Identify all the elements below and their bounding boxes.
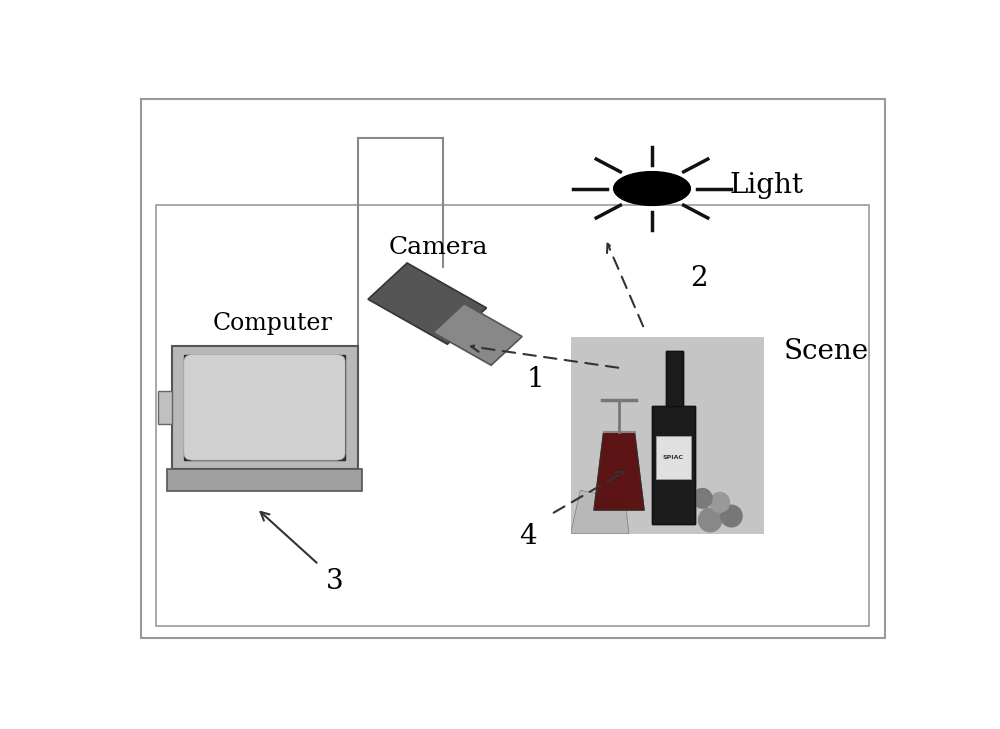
Polygon shape: [368, 263, 487, 344]
Text: Light: Light: [730, 172, 804, 199]
Bar: [158, 391, 172, 424]
Bar: [156, 206, 869, 626]
Text: 3: 3: [325, 568, 343, 595]
FancyBboxPatch shape: [184, 355, 345, 460]
Text: Computer: Computer: [212, 312, 332, 335]
Text: Scene: Scene: [784, 338, 869, 364]
Polygon shape: [433, 304, 522, 365]
Text: 2: 2: [690, 265, 707, 292]
Text: 4: 4: [519, 523, 537, 550]
Bar: [172, 346, 358, 469]
Text: Camera: Camera: [389, 236, 489, 259]
Bar: [167, 469, 362, 491]
Bar: [184, 355, 345, 460]
Ellipse shape: [614, 171, 690, 206]
Text: 1: 1: [527, 366, 545, 393]
